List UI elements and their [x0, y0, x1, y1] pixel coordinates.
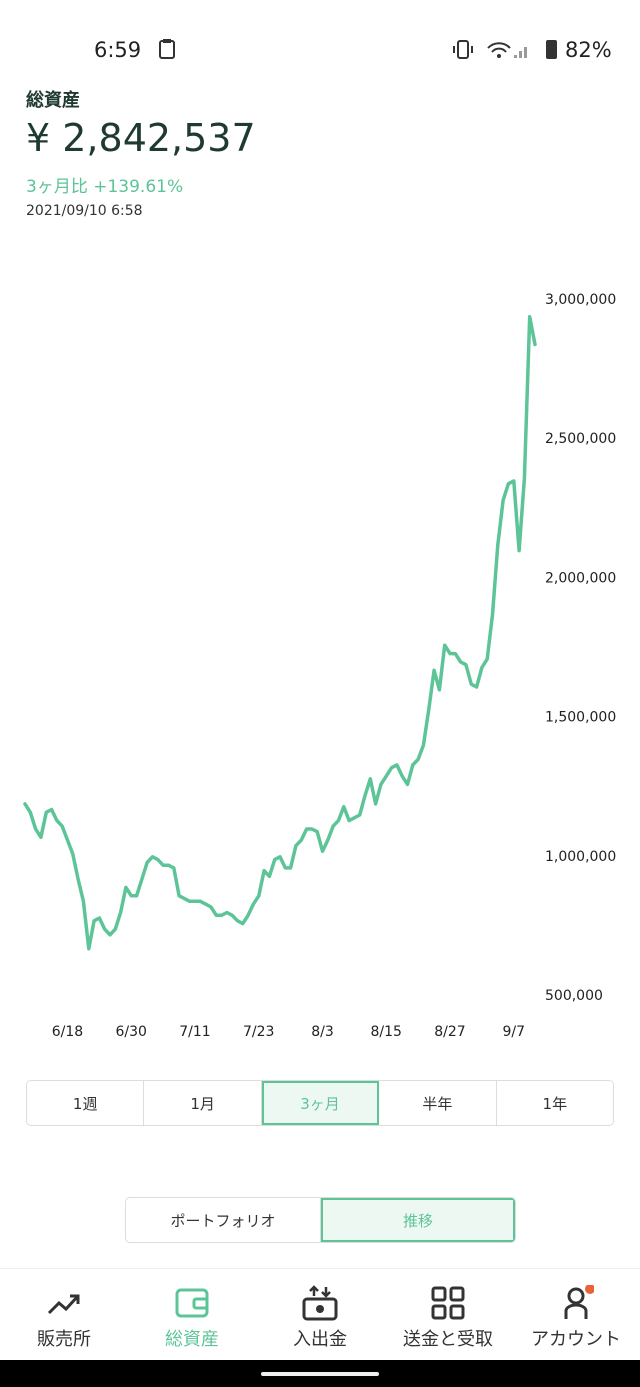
total-assets: ¥ 2,842,537 [26, 116, 256, 160]
nav-icon [564, 1285, 594, 1319]
clipboard-icon [159, 39, 175, 59]
x-tick-label: 8/15 [371, 1024, 402, 1040]
y-tick-label: 500,000 [545, 988, 603, 1004]
x-tick-label: 6/30 [116, 1024, 147, 1040]
x-tick-label: 7/11 [179, 1024, 210, 1040]
y-tick-label: 2,500,000 [545, 431, 616, 447]
nav-item[interactable]: アカウント [512, 1269, 640, 1361]
range-tabs: 1週 1月 3ヶ月 半年 1年 [26, 1080, 614, 1126]
value-line [23, 314, 537, 951]
status-icons [453, 40, 557, 59]
x-tick-label: 9/7 [502, 1024, 525, 1040]
gesture-bar [0, 1360, 640, 1387]
nav-label: アカウント [531, 1329, 621, 1350]
timestamp: 2021/09/10 6:58 [26, 203, 143, 219]
range-tab[interactable]: 1年 [542, 1094, 568, 1113]
view-option[interactable]: ポートフォリオ [126, 1198, 321, 1242]
nav-icon [431, 1286, 465, 1320]
range-tab[interactable]: 1週 [27, 1081, 145, 1125]
nav-icon [302, 1285, 338, 1321]
nav-item[interactable]: 販売所 [0, 1269, 128, 1361]
x-tick-label: 8/3 [311, 1024, 334, 1040]
nav-label: 販売所 [37, 1329, 91, 1350]
chart: 500,000 1,000,000 1,500,000 2,000,000 2,500,… [23, 292, 616, 1040]
page-title: 総資産 [26, 90, 80, 111]
range-tab[interactable]: 半年 [379, 1081, 497, 1125]
x-tick-label: 6/18 [52, 1024, 83, 1040]
y-tick-label: 1,000,000 [545, 849, 616, 865]
status-time: 6:59 [94, 38, 142, 62]
nav-label: 入出金 [293, 1329, 347, 1350]
y-tick-label: 2,000,000 [545, 570, 616, 586]
y-tick-label: 1,500,000 [545, 710, 616, 726]
range-tab[interactable]: 1月 [144, 1081, 262, 1125]
x-tick-label: 7/23 [243, 1024, 274, 1040]
nav-icon [47, 1294, 80, 1315]
bottom-nav: 販売所 総資産 入出金 送金と受取 アカウント [0, 1268, 640, 1361]
range-tab[interactable]: 3ヶ月 [261, 1081, 380, 1125]
view-toggle: ポートフォリオ 推移 [125, 1197, 516, 1243]
view-option[interactable]: 推移 [321, 1198, 515, 1242]
x-tick-label: 8/27 [434, 1024, 465, 1040]
home-handle [261, 1372, 379, 1376]
nav-label: 総資産 [165, 1329, 219, 1350]
nav-icon [175, 1288, 209, 1318]
nav-item[interactable]: 入出金 [256, 1269, 384, 1361]
nav-item[interactable]: 総資産 [128, 1269, 256, 1361]
nav-label: 送金と受取 [403, 1329, 493, 1350]
nav-item[interactable]: 送金と受取 [384, 1269, 512, 1361]
battery-level: 82% [565, 38, 612, 62]
change-rate: 3ヶ月比 +139.61% [26, 177, 184, 197]
y-tick-label: 3,000,000 [545, 292, 616, 308]
